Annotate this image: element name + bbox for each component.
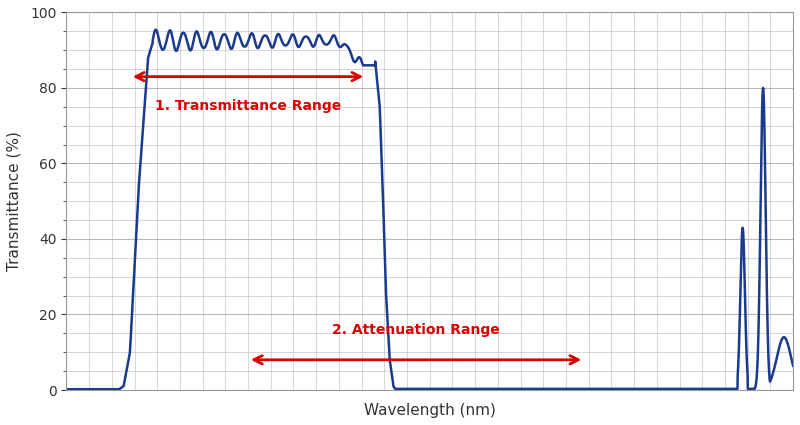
Text: 1. Transmittance Range: 1. Transmittance Range bbox=[155, 99, 341, 113]
X-axis label: Wavelength (nm): Wavelength (nm) bbox=[364, 403, 496, 418]
Text: 2. Attenuation Range: 2. Attenuation Range bbox=[332, 323, 500, 337]
Y-axis label: Transmittance (%): Transmittance (%) bbox=[7, 131, 22, 271]
